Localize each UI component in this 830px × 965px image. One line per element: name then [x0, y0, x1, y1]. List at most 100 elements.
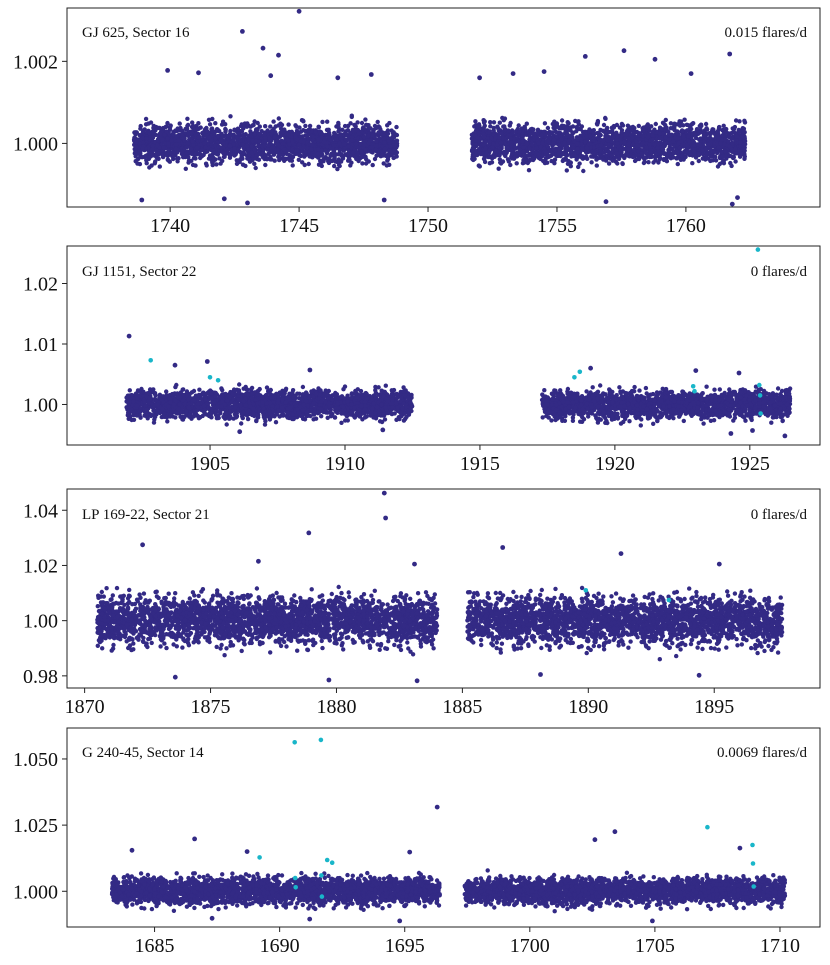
gj625-data-point: [148, 151, 153, 156]
gj625-data-point: [146, 121, 151, 126]
gj625-data-point: [730, 141, 735, 146]
gj625-data-point: [473, 128, 479, 133]
gj625-data-point: [534, 146, 539, 151]
gj625-data-point: [475, 123, 481, 129]
gj625-data-point: [270, 145, 276, 150]
gj625-data-point: [368, 126, 373, 131]
gj625-data-point: [321, 139, 327, 145]
gj625-data-point: [227, 143, 233, 148]
gj625-data-point: [548, 149, 553, 154]
gj625-data-point: [317, 129, 323, 134]
gj625-data-point: [177, 121, 182, 126]
gj625-data-point: [706, 131, 711, 136]
gj625-data-point: [182, 154, 187, 159]
gj625-data-point: [337, 141, 342, 146]
gj625-data-point: [160, 137, 165, 142]
gj625-data-point: [712, 149, 717, 154]
gj625-segment-1-points: [131, 113, 400, 172]
gj625-data-point: [363, 161, 369, 166]
gj625-data-point: [218, 161, 223, 166]
gj1151-segment-1-points: [124, 382, 415, 427]
gj625-data-point: [553, 148, 558, 153]
gj625-data-point: [679, 153, 685, 159]
gj625-data-point: [470, 141, 475, 146]
gj625-data-point: [214, 162, 219, 167]
gj625-data-point: [626, 147, 632, 153]
gj625-data-point: [361, 126, 367, 131]
gj625-data-point: [174, 134, 179, 139]
gj625-data-point: [531, 154, 536, 160]
gj625-data-point: [502, 151, 507, 156]
gj625-data-point: [281, 156, 286, 161]
gj625-data-point: [239, 153, 244, 159]
gj625-data-point: [286, 138, 291, 143]
gj625-data-point: [570, 145, 576, 151]
gj625-data-point: [471, 146, 476, 151]
gj625-data-point: [189, 130, 195, 136]
gj625-data-point: [594, 163, 599, 168]
gj625-data-point: [542, 121, 548, 126]
gj625-data-point: [290, 147, 295, 153]
gj625-data-point: [271, 119, 276, 124]
gj625-data-point: [387, 162, 392, 167]
gj625-data-point: [325, 144, 330, 149]
gj625-data-point: [664, 125, 669, 130]
gj625-data-point: [711, 127, 716, 132]
gj625-data-point: [333, 132, 338, 138]
gj625-data-point: [217, 156, 222, 161]
gj625-data-point: [301, 139, 306, 145]
gj625-data-point: [247, 159, 253, 164]
gj625-data-point: [578, 153, 583, 159]
gj625-data-point: [700, 148, 705, 153]
gj625-data-point: [255, 120, 260, 126]
gj625-data-point: [169, 138, 174, 143]
gj625-data-point: [165, 120, 170, 126]
gj625-data-point: [565, 145, 570, 150]
gj625-data-point: [469, 132, 475, 137]
gj625-data-point: [470, 156, 475, 162]
gj625-data-point: [240, 134, 246, 139]
gj625-data-point: [253, 165, 258, 171]
gj625-data-point: [155, 156, 160, 161]
gj625-data-point: [306, 127, 311, 133]
gj625-data-point: [366, 133, 371, 138]
gj625-data-point: [345, 151, 351, 156]
gj625-data-point: [733, 118, 739, 123]
gj625-data-point: [387, 120, 392, 126]
gj625-data-point: [649, 124, 654, 129]
gj625-data-point: [268, 124, 273, 129]
gj625-data-point: [483, 139, 488, 144]
gj625-data-point: [487, 139, 492, 144]
gj625-data-point: [721, 161, 727, 166]
gj625-data-point: [574, 157, 579, 162]
gj625-data-point: [189, 158, 194, 163]
gj625-data-point: [369, 137, 374, 143]
gj625-data-point: [578, 137, 584, 142]
gj625-data-point: [698, 136, 703, 141]
gj625-data-point: [155, 142, 160, 148]
gj625-data-point: [265, 128, 270, 133]
gj625-data-point: [211, 148, 216, 153]
gj625-data-point: [246, 137, 251, 142]
gj625-data-point: [339, 152, 344, 157]
gj625-data-point: [329, 158, 334, 163]
gj625-data-point: [565, 132, 570, 138]
gj625-x-tick-label: 1740: [150, 215, 190, 237]
gj625-data-point: [525, 141, 530, 147]
gj625-data-point: [636, 156, 642, 162]
gj625-data-point: [521, 145, 526, 150]
gj625-data-point: [581, 168, 586, 174]
gj625-data-point: [588, 133, 593, 139]
gj625-data-point: [249, 150, 254, 156]
gj625-data-point: [552, 161, 557, 166]
gj625-data-point: [697, 123, 702, 129]
gj625-data-point: [336, 157, 341, 162]
gj625-data-point: [150, 146, 155, 151]
gj625-data-point: [603, 115, 608, 121]
gj625-data-point: [668, 147, 674, 152]
gj625-data-point: [620, 123, 626, 128]
gj625-data-point: [580, 147, 585, 152]
gj625-data-point: [341, 142, 347, 147]
gj625-data-point: [309, 147, 314, 152]
gj625-data-point: [681, 123, 686, 128]
